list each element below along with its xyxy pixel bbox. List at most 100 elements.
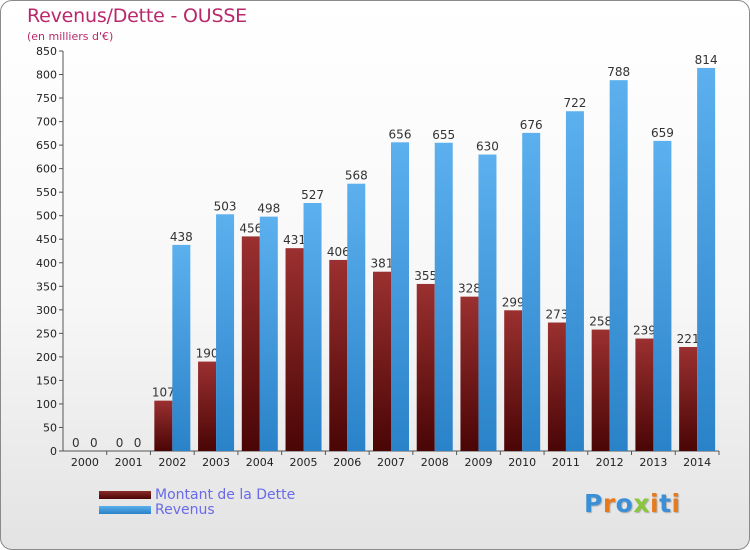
debt-data-label: 406 bbox=[327, 245, 350, 259]
legend-label-debt: Montant de la Dette bbox=[155, 486, 296, 503]
y-tick-label: 350 bbox=[36, 280, 57, 293]
debt-bar bbox=[547, 322, 566, 451]
y-tick-label: 50 bbox=[43, 421, 57, 434]
debt-bar bbox=[504, 310, 523, 451]
revenue-bar bbox=[391, 142, 409, 451]
debt-data-label: 107 bbox=[152, 386, 175, 400]
revenue-data-label: 630 bbox=[476, 140, 499, 154]
debt-bar bbox=[241, 236, 260, 451]
logo-letter: r bbox=[602, 489, 616, 518]
debt-data-label: 273 bbox=[545, 308, 568, 322]
revenue-data-label: 527 bbox=[301, 188, 324, 202]
debt-bar bbox=[373, 271, 391, 451]
y-tick-label: 600 bbox=[36, 163, 57, 176]
revenue-data-label: 814 bbox=[695, 53, 718, 67]
debt-bar bbox=[416, 283, 435, 451]
x-tick-label: 2004 bbox=[246, 456, 274, 469]
revenue-data-label: 659 bbox=[651, 126, 674, 140]
y-tick-label: 150 bbox=[36, 374, 57, 387]
x-tick-label: 2009 bbox=[464, 456, 492, 469]
debt-data-label: 299 bbox=[502, 295, 525, 309]
debt-bar bbox=[635, 338, 654, 451]
legend-swatch-revenue bbox=[99, 505, 151, 514]
x-tick-label: 2011 bbox=[552, 456, 580, 469]
y-tick-label: 800 bbox=[36, 69, 57, 82]
x-tick-label: 2014 bbox=[683, 456, 711, 469]
revenue-data-label: 438 bbox=[170, 230, 193, 244]
revenue-bar bbox=[697, 67, 716, 452]
revenue-bar bbox=[303, 203, 322, 451]
revenue-bar bbox=[609, 80, 628, 452]
logo-letter: x bbox=[633, 489, 650, 518]
x-tick-label: 2007 bbox=[377, 456, 405, 469]
proxiti-logo: Proxiti bbox=[584, 489, 681, 518]
chart-title: Revenus/Dette - OUSSE bbox=[27, 5, 247, 27]
debt-data-label: 381 bbox=[371, 257, 394, 271]
x-tick-label: 2013 bbox=[639, 456, 667, 469]
legend-item-debt: Montant de la Dette bbox=[99, 486, 296, 503]
y-tick-label: 850 bbox=[36, 45, 57, 58]
revenue-data-label: 656 bbox=[389, 127, 412, 141]
x-tick-label: 2003 bbox=[202, 456, 230, 469]
x-tick-label: 2002 bbox=[158, 456, 186, 469]
debt-data-label: 190 bbox=[196, 347, 219, 361]
y-tick-label: 750 bbox=[36, 92, 57, 105]
debt-data-label: 258 bbox=[589, 315, 612, 329]
x-tick-label: 2006 bbox=[333, 456, 361, 469]
y-tick-label: 400 bbox=[36, 257, 57, 270]
revenue-bar bbox=[259, 216, 278, 451]
revenue-data-label: 0 bbox=[134, 436, 142, 450]
revenue-bar bbox=[478, 154, 497, 451]
x-tick-label: 2008 bbox=[421, 456, 449, 469]
y-tick-label: 200 bbox=[36, 351, 57, 364]
revenue-bar bbox=[653, 140, 672, 451]
debt-bar bbox=[679, 347, 698, 451]
debt-bar bbox=[329, 259, 348, 451]
debt-bar bbox=[198, 361, 217, 451]
debt-data-label: 456 bbox=[239, 221, 262, 235]
revenue-bar bbox=[172, 244, 191, 451]
revenue-data-label: 676 bbox=[520, 118, 543, 132]
debt-bar bbox=[285, 248, 304, 451]
logo-letter: P bbox=[584, 489, 603, 518]
revenue-bar bbox=[522, 132, 541, 451]
debt-data-label: 431 bbox=[283, 233, 306, 247]
revenue-data-label: 722 bbox=[563, 96, 586, 110]
y-tick-label: 100 bbox=[36, 398, 57, 411]
x-tick-label: 2012 bbox=[596, 456, 624, 469]
y-tick-label: 300 bbox=[36, 304, 57, 317]
logo-letter: i bbox=[650, 489, 660, 518]
legend-swatch-debt bbox=[99, 490, 151, 499]
debt-data-label: 239 bbox=[633, 324, 656, 338]
legend-item-revenue: Revenus bbox=[99, 501, 295, 518]
y-tick-label: 650 bbox=[36, 139, 57, 152]
debt-data-label: 328 bbox=[458, 282, 481, 296]
revenue-data-label: 498 bbox=[257, 202, 280, 216]
chart-subtitle: (en milliers d'€) bbox=[27, 30, 114, 43]
x-tick-label: 2000 bbox=[71, 456, 99, 469]
logo-letter: o bbox=[615, 489, 634, 518]
legend-label-revenue: Revenus bbox=[155, 501, 215, 518]
debt-data-label: 0 bbox=[72, 436, 80, 450]
x-tick-label: 2005 bbox=[290, 456, 318, 469]
revenue-bar bbox=[347, 183, 366, 452]
y-tick-label: 550 bbox=[36, 186, 57, 199]
y-tick-label: 700 bbox=[36, 116, 57, 129]
debt-bar bbox=[154, 400, 173, 451]
revenue-data-label: 503 bbox=[214, 199, 237, 213]
revenue-data-label: 788 bbox=[607, 65, 630, 79]
debt-bar bbox=[460, 296, 479, 451]
revenue-bar bbox=[565, 111, 584, 451]
debt-data-label: 355 bbox=[414, 269, 437, 283]
y-tick-label: 250 bbox=[36, 327, 57, 340]
revenue-bar bbox=[216, 214, 235, 451]
x-tick-label: 2010 bbox=[508, 456, 536, 469]
debt-bar bbox=[591, 329, 610, 451]
revenue-data-label: 0 bbox=[90, 436, 98, 450]
revenue-data-label: 568 bbox=[345, 169, 368, 183]
debt-data-label: 221 bbox=[677, 332, 700, 346]
debt-data-label: 0 bbox=[116, 436, 124, 450]
x-tick-label: 2001 bbox=[115, 456, 143, 469]
y-tick-label: 0 bbox=[50, 445, 57, 458]
